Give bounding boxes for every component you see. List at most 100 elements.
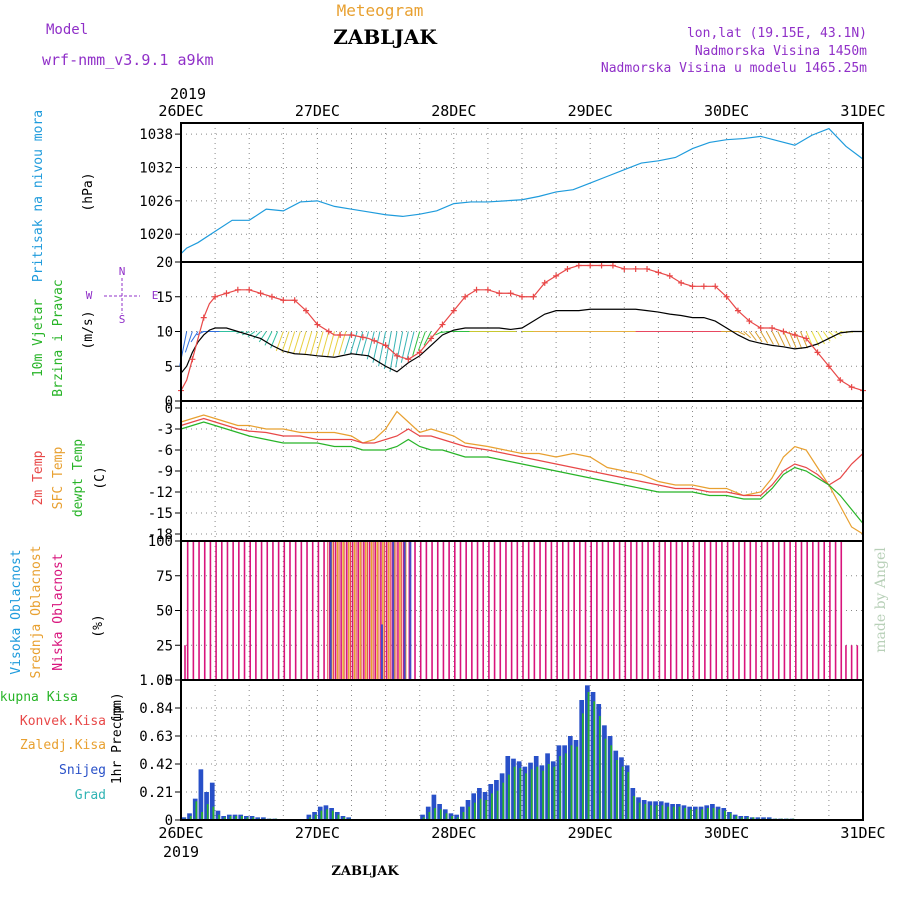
y-tick-label: 1038 bbox=[139, 127, 173, 143]
wind-speed-marker bbox=[519, 293, 525, 300]
snow-bar bbox=[738, 816, 744, 820]
wind-speed-marker bbox=[382, 342, 389, 349]
pressure-axis-title: Pritisak na nivou mora bbox=[31, 110, 46, 282]
wind-direction-mark bbox=[281, 331, 290, 353]
compass-w: W bbox=[86, 289, 93, 302]
top-date-label: 28DEC bbox=[431, 102, 476, 120]
y-tick-label: -3 bbox=[156, 422, 173, 438]
wind-speed-marker bbox=[644, 265, 651, 272]
total-rain-bar bbox=[599, 716, 601, 820]
top-date-label: 31DEC bbox=[840, 102, 885, 120]
y-tick-label: 1032 bbox=[139, 160, 173, 176]
model-elevation: Nadmorska Visina u modelu 1465.25m bbox=[601, 61, 867, 76]
total-rain-bar bbox=[519, 768, 522, 820]
wind-direction-mark bbox=[828, 331, 837, 339]
legend-freezing-rain: Zaledj.Kisa bbox=[20, 738, 106, 753]
snow-bar bbox=[454, 814, 459, 820]
temp-unit: (C) bbox=[93, 466, 108, 489]
y-tick-label: 0 bbox=[165, 394, 173, 410]
snow-bar bbox=[249, 816, 255, 820]
pressure-unit: (hPa) bbox=[81, 172, 96, 211]
y-tick-label: 0 bbox=[165, 813, 173, 829]
wind-speed-marker bbox=[462, 293, 469, 300]
total-rain-bar bbox=[525, 773, 527, 820]
wind-compass-icon: N W E S bbox=[86, 265, 159, 326]
wind-direction-mark bbox=[800, 331, 808, 349]
snow-bar bbox=[494, 780, 499, 820]
total-rain-bar bbox=[576, 746, 578, 820]
snow-bar bbox=[465, 800, 471, 820]
total-rain-bar bbox=[337, 814, 340, 820]
total-rain-bar bbox=[530, 769, 533, 820]
total-rain-bar bbox=[536, 766, 539, 820]
total-rain-bar bbox=[235, 816, 237, 820]
wind-speed-marker bbox=[405, 356, 412, 363]
snow-bar bbox=[306, 814, 312, 820]
snow-bar bbox=[215, 810, 221, 820]
total-rain-bar bbox=[428, 812, 431, 820]
snow-bar bbox=[562, 745, 567, 820]
total-rain-bar bbox=[559, 756, 561, 820]
wind-panel: 0 5 10 15 20 bbox=[156, 255, 866, 410]
snow-bar bbox=[658, 801, 664, 820]
station-title: ZABLJAK bbox=[333, 25, 437, 49]
bottom-date-label: 26DEC bbox=[158, 824, 203, 842]
snow-bar bbox=[704, 805, 710, 820]
chart-kind-title: Meteogram bbox=[337, 1, 424, 20]
model-label: Model bbox=[46, 22, 88, 38]
wind-speed-marker bbox=[496, 290, 503, 297]
wind-direction-mark bbox=[287, 331, 296, 354]
total-rain-bar bbox=[581, 713, 584, 820]
total-rain-bar bbox=[201, 812, 203, 820]
wind-speed-marker bbox=[212, 293, 219, 300]
total-rain-bar bbox=[661, 805, 664, 820]
wind-speed-marker bbox=[189, 356, 196, 363]
total-rain-bar bbox=[638, 802, 641, 820]
wind-direction-mark bbox=[332, 331, 341, 357]
snow-bar bbox=[226, 814, 232, 820]
y-tick-label: -12 bbox=[148, 485, 173, 501]
snow-bar bbox=[181, 817, 187, 820]
wind-speed-marker bbox=[200, 314, 207, 321]
snow-bar bbox=[545, 753, 550, 820]
wind-speed-marker bbox=[393, 352, 400, 359]
snow-bar bbox=[539, 765, 545, 820]
snow-bar bbox=[732, 814, 738, 820]
snow-bar bbox=[664, 802, 670, 820]
wind-speed-marker bbox=[712, 283, 719, 290]
snow-bar bbox=[198, 769, 204, 820]
total-rain-bar bbox=[689, 809, 692, 820]
y-tick-label: -6 bbox=[156, 443, 173, 459]
snow-bar bbox=[505, 756, 511, 820]
snow-bar bbox=[477, 788, 482, 820]
snow-bar bbox=[579, 700, 585, 820]
wind-direction-mark bbox=[321, 331, 330, 357]
snow-bar bbox=[346, 817, 351, 820]
snow-bar bbox=[675, 804, 681, 820]
wind-speed-marker bbox=[268, 293, 275, 300]
total-rain-bar bbox=[445, 813, 448, 820]
snow-bar bbox=[687, 806, 692, 820]
snow-bar bbox=[556, 745, 562, 820]
precipitation-panel: 0 0.21 0.42 0.63 0.84 1.05 bbox=[139, 673, 864, 829]
wind-direction-mark bbox=[298, 331, 307, 355]
total-rain-bar bbox=[684, 808, 686, 820]
wind-direction-mark bbox=[748, 331, 757, 341]
snow-bar bbox=[613, 750, 619, 820]
snow-bar bbox=[221, 816, 226, 820]
wind-direction-mark bbox=[777, 331, 786, 347]
total-rain-bar bbox=[508, 774, 510, 820]
wind-speed-marker bbox=[553, 272, 560, 279]
snow-bar bbox=[340, 816, 346, 820]
wind-speed-marker bbox=[837, 377, 844, 384]
wind-speed-marker bbox=[303, 307, 310, 314]
snow-bar bbox=[681, 805, 687, 820]
total-rain-bar bbox=[246, 817, 249, 820]
wind-speed-marker bbox=[416, 349, 423, 356]
wind-axis-subtitle: Brzina i Pravac bbox=[51, 279, 66, 396]
y-tick-label: 1020 bbox=[139, 227, 173, 243]
wind-speed-marker bbox=[291, 297, 298, 304]
total-rain-bar bbox=[701, 809, 704, 820]
compass-n: N bbox=[119, 265, 126, 278]
